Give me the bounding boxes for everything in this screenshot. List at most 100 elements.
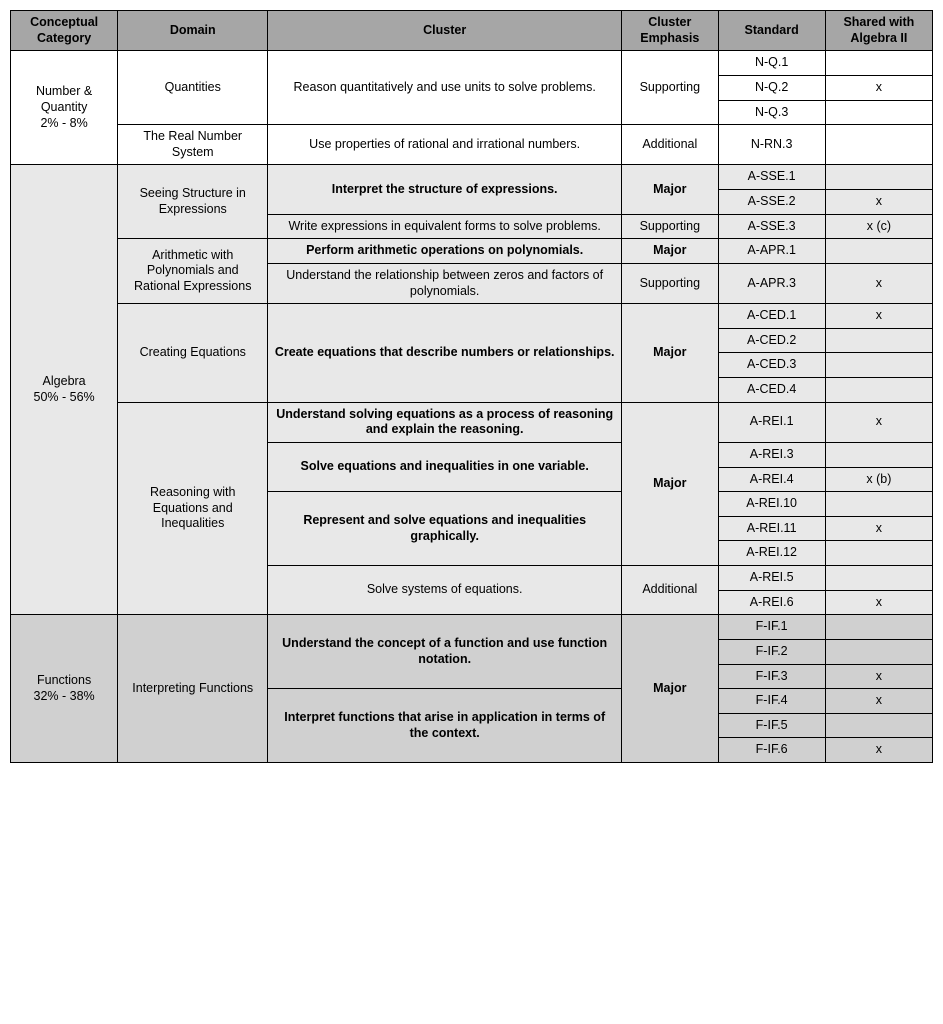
shared-cell [825,328,932,353]
standards-table: Conceptual Category Domain Cluster Clust… [10,10,933,763]
standard-cell: A-REI.10 [718,492,825,517]
cluster-cell: Solve equations and inequalities in one … [268,442,622,491]
emphasis-cell: Major [622,304,718,403]
col-cluster: Cluster [268,11,622,51]
cluster-cell: Create equations that describe numbers o… [268,304,622,403]
standard-cell: A-REI.11 [718,516,825,541]
standard-cell: N-Q.3 [718,100,825,125]
shared-cell [825,353,932,378]
shared-cell: x [825,664,932,689]
emphasis-cell: Supporting [622,51,718,125]
cluster-cell: Understand solving equations as a proces… [268,402,622,442]
shared-cell: x [825,304,932,329]
shared-cell [825,566,932,591]
standard-cell: A-APR.1 [718,239,825,264]
standard-cell: A-SSE.3 [718,214,825,239]
shared-cell [825,639,932,664]
col-category: Conceptual Category [11,11,118,51]
table-row: Arithmetic with Polynomials and Rational… [11,239,933,264]
cluster-cell: Represent and solve equations and inequa… [268,492,622,566]
emphasis-cell: Major [622,615,718,763]
shared-cell: x (b) [825,467,932,492]
shared-cell [825,51,932,76]
shared-cell [825,492,932,517]
domain-cell: Interpreting Functions [118,615,268,763]
cluster-cell: Use properties of rational and irrationa… [268,125,622,165]
standard-cell: F-IF.3 [718,664,825,689]
shared-cell [825,713,932,738]
category-cell: Functions32% - 38% [11,615,118,763]
emphasis-cell: Major [622,402,718,565]
standard-cell: F-IF.2 [718,639,825,664]
standard-cell: A-REI.5 [718,566,825,591]
col-shared: Shared with Algebra II [825,11,932,51]
shared-cell: x [825,190,932,215]
emphasis-cell: Additional [622,125,718,165]
shared-cell: x [825,689,932,714]
standard-cell: A-SSE.2 [718,190,825,215]
emphasis-cell: Major [622,239,718,264]
table-row: Algebra50% - 56%Seeing Structure in Expr… [11,165,933,190]
col-standard: Standard [718,11,825,51]
standard-cell: N-RN.3 [718,125,825,165]
shared-cell [825,541,932,566]
table-row: The Real Number SystemUse properties of … [11,125,933,165]
standard-cell: A-CED.3 [718,353,825,378]
table-row: Creating EquationsCreate equations that … [11,304,933,329]
emphasis-cell: Supporting [622,214,718,239]
shared-cell: x [825,590,932,615]
standard-cell: F-IF.5 [718,713,825,738]
cluster-cell: Understand the concept of a function and… [268,615,622,689]
standard-cell: A-REI.1 [718,402,825,442]
col-emphasis: Cluster Emphasis [622,11,718,51]
shared-cell: x [825,738,932,763]
table-row: Number & Quantity2% - 8%QuantitiesReason… [11,51,933,76]
standard-cell: A-CED.1 [718,304,825,329]
emphasis-cell: Major [622,165,718,214]
shared-cell: x (c) [825,214,932,239]
cluster-cell: Perform arithmetic operations on polynom… [268,239,622,264]
domain-cell: Quantities [118,51,268,125]
standard-cell: N-Q.1 [718,51,825,76]
standard-cell: N-Q.2 [718,75,825,100]
shared-cell [825,125,932,165]
shared-cell [825,615,932,640]
standard-cell: A-SSE.1 [718,165,825,190]
standard-cell: F-IF.1 [718,615,825,640]
emphasis-cell: Supporting [622,263,718,303]
shared-cell: x [825,263,932,303]
standard-cell: F-IF.4 [718,689,825,714]
shared-cell: x [825,402,932,442]
domain-cell: Reasoning with Equations and Inequalitie… [118,402,268,615]
domain-cell: Arithmetic with Polynomials and Rational… [118,239,268,304]
emphasis-cell: Additional [622,566,718,615]
standard-cell: F-IF.6 [718,738,825,763]
shared-cell: x [825,516,932,541]
cluster-cell: Reason quantitatively and use units to s… [268,51,622,125]
cluster-cell: Write expressions in equivalent forms to… [268,214,622,239]
domain-cell: Creating Equations [118,304,268,403]
shared-cell [825,378,932,403]
shared-cell [825,165,932,190]
cluster-cell: Interpret functions that arise in applic… [268,689,622,763]
standard-cell: A-REI.4 [718,467,825,492]
cluster-cell: Interpret the structure of expressions. [268,165,622,214]
standard-cell: A-REI.12 [718,541,825,566]
col-domain: Domain [118,11,268,51]
cluster-cell: Solve systems of equations. [268,566,622,615]
standard-cell: A-CED.4 [718,378,825,403]
domain-cell: The Real Number System [118,125,268,165]
standard-cell: A-REI.3 [718,442,825,467]
category-cell: Number & Quantity2% - 8% [11,51,118,165]
table-header-row: Conceptual Category Domain Cluster Clust… [11,11,933,51]
shared-cell [825,100,932,125]
standard-cell: A-REI.6 [718,590,825,615]
shared-cell [825,239,932,264]
table-row: Functions32% - 38%Interpreting Functions… [11,615,933,640]
table-body: Number & Quantity2% - 8%QuantitiesReason… [11,51,933,763]
standard-cell: A-CED.2 [718,328,825,353]
category-cell: Algebra50% - 56% [11,165,118,615]
shared-cell: x [825,75,932,100]
shared-cell [825,442,932,467]
cluster-cell: Understand the relationship between zero… [268,263,622,303]
